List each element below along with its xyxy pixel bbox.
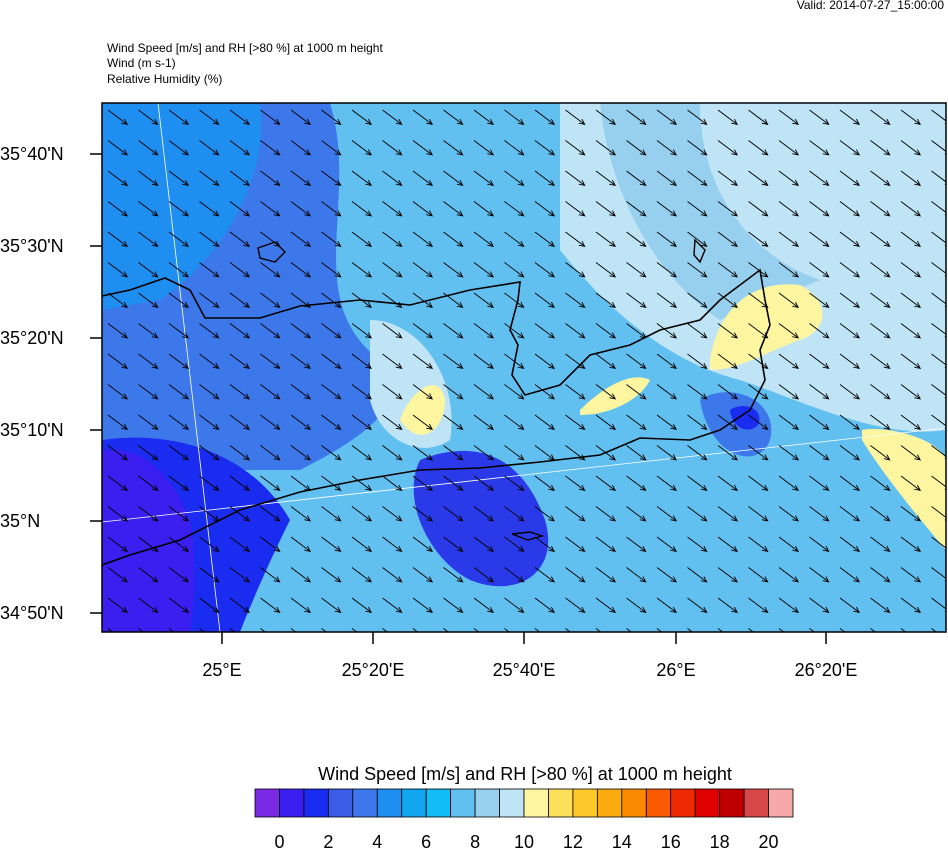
colorbar-label: 6	[421, 832, 431, 852]
header-line: Wind Speed [m/s] and RH [>80 %] at 1000 …	[107, 41, 383, 55]
colorbar-swatch	[402, 789, 426, 817]
colorbar-swatch	[353, 789, 377, 817]
colorbar-label: 14	[612, 832, 632, 852]
colorbar-swatch	[548, 789, 572, 817]
lon-label: 25°40'E	[493, 660, 556, 680]
colorbar-swatch	[304, 789, 328, 817]
colorbar-swatch	[695, 789, 719, 817]
colorbar-title: Wind Speed [m/s] and RH [>80 %] at 1000 …	[318, 764, 732, 784]
lon-label: 26°20'E	[795, 660, 858, 680]
colorbar-label: 2	[323, 832, 333, 852]
colorbar-swatch	[426, 789, 450, 817]
lat-label: 35°10'N	[0, 420, 64, 440]
colorbar-swatch	[744, 789, 768, 817]
colorbar-swatch	[720, 789, 744, 817]
colorbar-swatch	[573, 789, 597, 817]
colorbar-swatch	[769, 789, 793, 817]
lon-label: 26°E	[656, 660, 695, 680]
colorbar-swatch	[328, 789, 352, 817]
valid-time: Valid: 2014-07-27_15:00:00	[797, 0, 945, 12]
colorbar-label: 4	[372, 832, 382, 852]
colorbar-swatch	[255, 789, 279, 817]
lon-label: 25°20'E	[342, 660, 405, 680]
colorbar-swatch	[377, 789, 401, 817]
colorbar-swatch	[500, 789, 524, 817]
colorbar-swatch	[646, 789, 670, 817]
lat-label: 34°50'N	[0, 603, 64, 623]
lat-label: 35°40'N	[0, 144, 64, 164]
colorbar-label: 12	[563, 832, 583, 852]
header-line: Wind (m s-1)	[107, 56, 176, 70]
colorbar-swatch	[279, 789, 303, 817]
colorbar-label: 16	[661, 832, 681, 852]
colorbar-label: 8	[470, 832, 480, 852]
colorbar-swatch	[622, 789, 646, 817]
colorbar-label: 20	[759, 832, 779, 852]
colorbar: 0 2 4 6 8 10 12 14 16 18 20	[255, 789, 793, 852]
header-line: Relative Humidity (%)	[107, 72, 222, 86]
colorbar-swatch	[671, 789, 695, 817]
colorbar-label: 10	[514, 832, 534, 852]
lat-label: 35°30'N	[0, 236, 64, 256]
colorbar-swatch	[524, 789, 548, 817]
lat-label: 35°N	[0, 511, 40, 531]
colorbar-label: 0	[274, 832, 284, 852]
field	[102, 103, 948, 643]
colorbar-swatch	[451, 789, 475, 817]
lon-label: 25°E	[202, 660, 241, 680]
colorbar-label: 18	[710, 832, 730, 852]
lat-label: 35°20'N	[0, 328, 64, 348]
colorbar-swatch	[597, 789, 621, 817]
colorbar-swatch	[475, 789, 499, 817]
